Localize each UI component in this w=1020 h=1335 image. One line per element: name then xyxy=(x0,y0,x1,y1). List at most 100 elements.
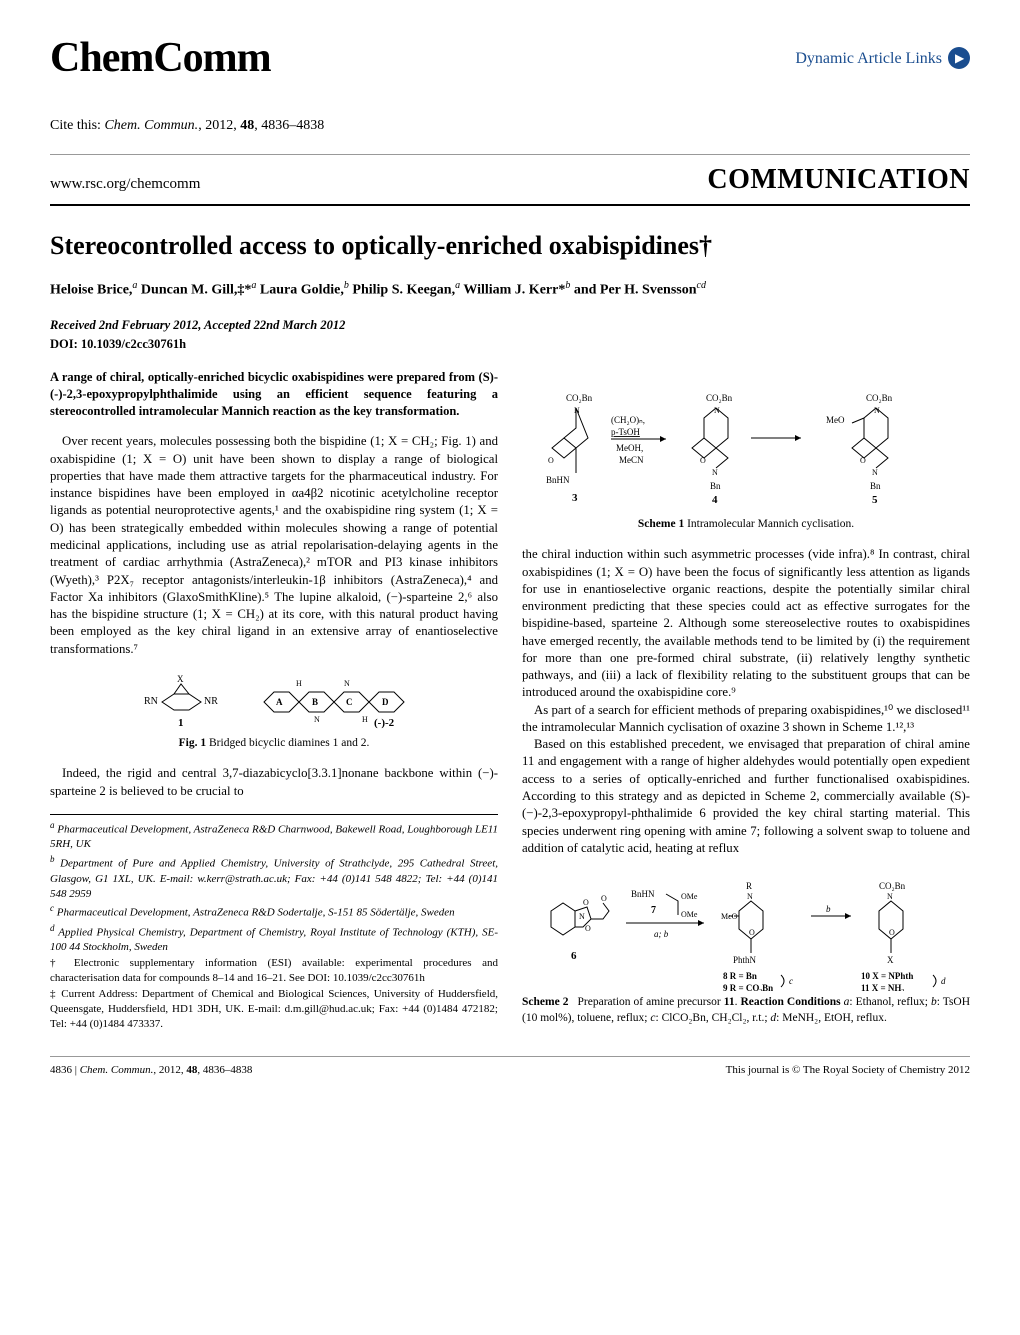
article-title: Stereocontrolled access to optically-enr… xyxy=(50,228,970,263)
svg-text:X: X xyxy=(887,955,894,965)
abstract: A range of chiral, optically-enriched bi… xyxy=(50,369,498,420)
svg-text:N: N xyxy=(872,468,878,477)
affiliation-c: Pharmaceutical Development, AstraZeneca … xyxy=(57,907,455,919)
svg-text:CO₂Bn: CO₂Bn xyxy=(566,393,593,403)
svg-text:MeO: MeO xyxy=(826,415,845,425)
svg-text:CO₂Bn: CO₂Bn xyxy=(866,393,893,403)
svg-text:BnHN: BnHN xyxy=(546,475,570,485)
citation-line: Cite this: Chem. Commun., 2012, 48, 4836… xyxy=(50,117,970,136)
svg-text:H: H xyxy=(362,715,368,724)
doi: DOI: 10.1039/c2cc30761h xyxy=(50,336,970,353)
right-column: CO₂Bn N O BnHN 3 (CH₂O)ₙ, p-TsOH xyxy=(522,369,970,1040)
scheme-1: CO₂Bn N O BnHN 3 (CH₂O)ₙ, p-TsOH xyxy=(522,383,970,533)
scheme-1-caption: Scheme 1 Intramolecular Mannich cyclisat… xyxy=(522,517,970,533)
svg-text:C: C xyxy=(346,697,353,707)
svg-text:8 R = Bn: 8 R = Bn xyxy=(723,971,757,981)
esi-note: † Electronic supplementary information (… xyxy=(50,956,498,986)
svg-text:6: 6 xyxy=(571,950,577,962)
fig1-caption-text: Bridged bicyclic diamines 1 and 2. xyxy=(206,737,369,749)
svg-text:H: H xyxy=(296,679,302,688)
body-paragraph: Indeed, the rigid and central 3,7-diazab… xyxy=(50,765,498,800)
body-paragraph: Over recent years, molecules possessing … xyxy=(50,433,498,657)
affiliation-a: Pharmaceutical Development, AstraZeneca … xyxy=(50,824,498,851)
scheme1-caption-text: Intramolecular Mannich cyclisation. xyxy=(684,518,854,530)
svg-text:a; b: a; b xyxy=(654,929,669,939)
article-type: COMMUNICATION xyxy=(707,161,970,199)
svg-text:O: O xyxy=(889,928,895,937)
svg-text:OMe: OMe xyxy=(681,892,698,901)
svg-text:4: 4 xyxy=(712,494,718,506)
affiliation-b: Department of Pure and Applied Chemistry… xyxy=(50,858,498,900)
svg-text:(-)-2: (-)-2 xyxy=(374,717,395,729)
figure-1-structures: RN X NR 1 A B C D H xyxy=(50,672,498,732)
svg-text:c: c xyxy=(789,976,793,986)
svg-text:O: O xyxy=(548,456,554,465)
scheme-2-structures: O O N O 6 BnHN OMe 7 OMe xyxy=(522,871,970,991)
svg-text:N: N xyxy=(579,912,585,921)
article-links-text: Dynamic Article Links xyxy=(795,48,942,70)
svg-text:N: N xyxy=(747,892,753,901)
journal-name: ChemComm xyxy=(50,30,271,87)
citation-pages: , 4836–4838 xyxy=(254,118,324,133)
svg-text:7: 7 xyxy=(651,905,656,916)
svg-text:3: 3 xyxy=(572,492,578,504)
journal-url[interactable]: www.rsc.org/chemcomm xyxy=(50,174,200,194)
left-column: A range of chiral, optically-enriched bi… xyxy=(50,369,498,1040)
scheme-2-caption: Scheme 2 Preparation of amine precursor … xyxy=(522,995,970,1026)
body-paragraph: As part of a search for efficient method… xyxy=(522,702,970,737)
svg-text:R: R xyxy=(746,881,752,891)
svg-text:9 R = CO₂Bn: 9 R = CO₂Bn xyxy=(723,983,773,991)
svg-text:X: X xyxy=(177,674,184,684)
affiliation-d: Applied Physical Chemistry, Department o… xyxy=(50,927,498,954)
citation-year: , 2012, xyxy=(198,118,240,133)
svg-text:N: N xyxy=(874,406,880,415)
svg-text:b: b xyxy=(826,904,831,914)
svg-text:10 X = NPhth: 10 X = NPhth xyxy=(861,971,913,981)
svg-text:MeCN: MeCN xyxy=(619,455,644,465)
svg-text:OMe: OMe xyxy=(681,910,698,919)
svg-text:d: d xyxy=(941,976,946,986)
citation-journal: Chem. Commun. xyxy=(104,118,198,133)
svg-text:O: O xyxy=(860,456,866,465)
svg-text:N: N xyxy=(714,406,720,415)
citation-volume: 48 xyxy=(240,118,254,133)
svg-text:Bn: Bn xyxy=(710,481,721,491)
footer-copyright: This journal is © The Royal Society of C… xyxy=(726,1063,970,1078)
svg-text:A: A xyxy=(276,697,283,707)
footer-page-info: 4836 | Chem. Commun., 2012, 48, 4836–483… xyxy=(50,1063,252,1078)
body-paragraph: Based on this established precedent, we … xyxy=(522,736,970,857)
current-address-note: ‡ Current Address: Department of Chemica… xyxy=(50,987,498,1032)
scheme-1-structures: CO₂Bn N O BnHN 3 (CH₂O)ₙ, p-TsOH xyxy=(522,383,970,513)
scheme-2: O O N O 6 BnHN OMe 7 OMe xyxy=(522,871,970,1026)
svg-text:11 X = NH₂: 11 X = NH₂ xyxy=(861,983,904,991)
page-footer: 4836 | Chem. Commun., 2012, 48, 4836–483… xyxy=(50,1056,970,1078)
svg-text:CO₂Bn: CO₂Bn xyxy=(706,393,733,403)
svg-text:N: N xyxy=(314,715,320,724)
svg-text:D: D xyxy=(382,697,389,707)
svg-text:O: O xyxy=(700,456,706,465)
svg-text:5: 5 xyxy=(872,494,878,506)
svg-text:O: O xyxy=(583,898,589,907)
svg-text:p-TsOH: p-TsOH xyxy=(611,427,640,437)
body-paragraph: the chiral induction within such asymmet… xyxy=(522,546,970,701)
svg-text:B: B xyxy=(312,697,318,707)
svg-text:CO₂Bn: CO₂Bn xyxy=(879,881,906,891)
dynamic-article-links[interactable]: Dynamic Article Links xyxy=(795,47,970,69)
citation-prefix: Cite this: xyxy=(50,118,104,133)
svg-text:O: O xyxy=(601,894,607,903)
svg-text:N: N xyxy=(344,679,350,688)
fig1-caption-label: Fig. 1 xyxy=(179,737,206,749)
svg-text:O: O xyxy=(585,924,591,933)
svg-text:PhthN: PhthN xyxy=(733,955,757,965)
play-icon xyxy=(948,47,970,69)
svg-text:NR: NR xyxy=(204,696,218,707)
svg-text:Bn: Bn xyxy=(870,481,881,491)
authors: Heloise Brice,a Duncan M. Gill,‡*a Laura… xyxy=(50,279,970,301)
scheme1-caption-label: Scheme 1 xyxy=(638,518,684,530)
received-accepted-dates: Received 2nd February 2012, Accepted 22n… xyxy=(50,317,970,334)
svg-text:MeOH,: MeOH, xyxy=(616,443,643,453)
svg-text:N: N xyxy=(712,468,718,477)
affiliations: a Pharmaceutical Development, AstraZenec… xyxy=(50,814,498,1032)
svg-text:N: N xyxy=(887,892,893,901)
svg-text:N: N xyxy=(574,406,580,415)
